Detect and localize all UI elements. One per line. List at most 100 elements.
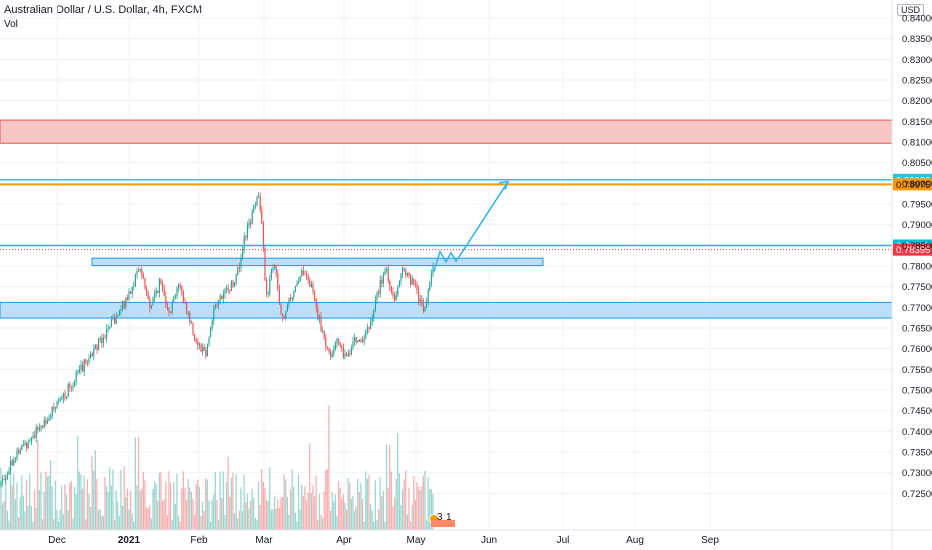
candle-body [318, 316, 320, 320]
candle-body [62, 393, 64, 399]
candle-body [19, 449, 21, 454]
volume-bar [101, 516, 103, 530]
volume-bar [360, 482, 362, 530]
volume-bar [379, 477, 381, 530]
candle-body [61, 398, 63, 400]
candle-body [160, 279, 162, 284]
volume-bar [409, 521, 412, 530]
volume-bar [96, 478, 98, 530]
volume-bar [272, 509, 274, 530]
volume-bar [19, 497, 21, 530]
volume-bar [414, 499, 416, 530]
volume-bar [104, 476, 106, 530]
candle-body [280, 303, 282, 314]
volume-bar [125, 496, 127, 530]
candle-body [254, 205, 256, 207]
candle-body [29, 441, 31, 443]
candle-body [106, 329, 108, 338]
volume-bar [320, 514, 322, 530]
candle-body [266, 280, 268, 294]
volume-bar [201, 501, 204, 530]
volume-bar [304, 486, 306, 530]
volume-bar [293, 486, 295, 530]
volume-bar [61, 485, 63, 530]
time-axis[interactable]: Dec 2021 Feb Mar Apr May Jun Jul Aug Sep [0, 529, 932, 546]
candle-body [3, 479, 5, 481]
volume-bar [176, 473, 178, 530]
volume-bar [144, 480, 146, 530]
candle-body [72, 385, 74, 388]
candle-body [51, 406, 53, 417]
volume-bar [67, 510, 69, 530]
volume-bar [45, 471, 47, 530]
candle-body [136, 270, 138, 275]
volume-bar [329, 510, 332, 530]
volume-bar [288, 514, 290, 530]
candle-body [253, 205, 255, 212]
volume-bar [280, 497, 282, 530]
volume-bar [278, 507, 280, 530]
candle-body [32, 435, 34, 438]
volume-bar [8, 520, 10, 530]
volume-bar [54, 480, 56, 530]
volume-bar [134, 437, 136, 530]
candle-body [221, 295, 223, 300]
candle-body [27, 442, 29, 448]
candle-body [390, 286, 392, 293]
candle-body [50, 416, 52, 419]
candle-body [216, 304, 218, 306]
candle-body [262, 223, 264, 249]
volume-bar [405, 469, 407, 530]
x-tick-label: Aug [626, 535, 644, 546]
x-tick-label: Dec [48, 535, 66, 546]
candle-body [347, 353, 349, 356]
candle-body [432, 265, 434, 274]
volume-bar [213, 494, 215, 530]
volume-bar [344, 502, 346, 530]
candle-body [408, 273, 410, 276]
volume-indicator-label[interactable]: Vol [4, 19, 18, 30]
candle-body [331, 353, 333, 358]
candle-body [386, 268, 388, 271]
volume-bar [195, 484, 197, 530]
volume-bar [270, 509, 272, 530]
candle-body [34, 435, 36, 438]
volume-bar [49, 459, 52, 530]
volume-bar [190, 491, 192, 530]
candle-body [86, 362, 88, 364]
candle-body [192, 322, 194, 335]
volume-bar [117, 501, 119, 530]
candle-body [355, 337, 357, 343]
currency-badge[interactable]: USD [896, 4, 924, 16]
resistance-zone [0, 119, 893, 144]
volume-bar [161, 500, 164, 530]
volume-bar [1, 503, 4, 530]
candle-body [374, 300, 376, 312]
candle-body [368, 327, 370, 330]
candle-body [163, 289, 165, 297]
volume-bar [133, 521, 135, 530]
candle-body [22, 444, 24, 446]
candle-body [341, 345, 343, 348]
candle-body [248, 222, 250, 226]
price-zones[interactable] [0, 119, 893, 319]
candle-body [322, 331, 324, 332]
volume-bar [224, 515, 226, 530]
volume-bar [169, 482, 172, 530]
candle-body [224, 288, 226, 295]
candle-body [230, 281, 232, 291]
volume-bar [254, 517, 256, 530]
candle-body [278, 289, 280, 304]
candle-body [250, 222, 252, 224]
candle-body [424, 307, 426, 312]
projection-path[interactable] [433, 180, 510, 272]
candle-body [75, 372, 77, 381]
candle-body [426, 301, 428, 308]
candle-body [155, 290, 157, 295]
